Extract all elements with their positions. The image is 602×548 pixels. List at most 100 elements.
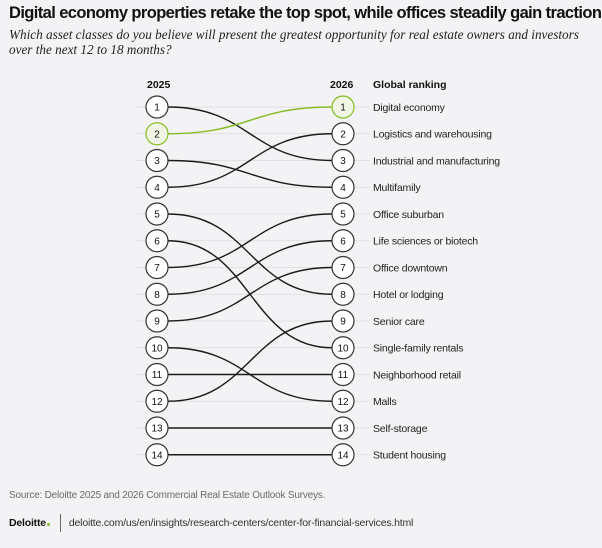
slope-line-hotel-or-lodging	[167, 213, 333, 295]
rank-marker-right-7: 7	[331, 255, 355, 280]
rank-circle	[145, 175, 169, 199]
slope-line-multifamily	[167, 159, 333, 188]
rank-marker-right-6: 6	[331, 229, 355, 253]
rank-circle	[331, 95, 355, 119]
slope-line-senior-care	[167, 320, 333, 402]
rank-circle	[331, 175, 355, 199]
rank-number: 13	[337, 424, 349, 435]
category-label: Multifamily	[373, 182, 421, 194]
rank-number: 1	[154, 103, 160, 114]
rank-marker-right-13: 13	[331, 416, 355, 440]
slope-line-single-family-rentals	[167, 240, 333, 349]
rank-number: 13	[151, 424, 163, 435]
rank-circle	[145, 95, 169, 119]
rank-number: 6	[154, 236, 160, 247]
rank-circle	[331, 202, 355, 226]
rank-number: 2	[154, 129, 160, 140]
rank-number: 10	[337, 343, 349, 354]
rank-marker-right-2: 2	[331, 122, 355, 146]
rank-marker-right-3: 3	[331, 148, 355, 173]
rank-number: 9	[154, 317, 160, 328]
footer-url[interactable]: deloitte.com/us/en/insights/research-cen…	[68, 517, 414, 529]
category-label: Self-storage	[373, 423, 428, 435]
rank-circle	[331, 255, 355, 280]
chart-title: Digital economy properties retake the to…	[9, 4, 602, 22]
logo-dot-icon	[46, 523, 50, 526]
rank-marker-right-9: 9	[331, 309, 355, 333]
rank-circle	[331, 309, 355, 333]
rank-number: 12	[151, 397, 163, 408]
rank-circle	[331, 336, 355, 360]
rank-marker-left-5: 5	[145, 202, 169, 226]
rank-marker-right-8: 8	[331, 282, 355, 306]
rank-number: 4	[154, 183, 160, 194]
rank-marker-right-14: 14	[331, 443, 355, 467]
footer-divider	[59, 514, 61, 532]
rank-marker-left-4: 4	[145, 175, 169, 199]
slope-line-life-sciences-or-biotech	[167, 240, 333, 295]
rank-circle	[145, 229, 169, 253]
left-column-header: 2025	[147, 79, 171, 91]
deloitte-logo: Deloitte	[9, 517, 50, 529]
rank-marker-left-11: 11	[145, 362, 169, 387]
rank-number: 14	[337, 450, 349, 461]
rank-circle	[145, 255, 169, 280]
slope-line-digital-economy	[167, 106, 333, 135]
rank-marker-left-9: 9	[145, 309, 169, 333]
rank-circle	[145, 122, 169, 146]
rank-marker-left-7: 7	[145, 255, 169, 280]
rank-marker-left-1: 1	[145, 95, 169, 119]
rank-circle	[145, 309, 169, 333]
rank-marker-left-2: 2	[145, 122, 169, 146]
rank-marker-left-14: 14	[145, 443, 169, 467]
rank-number: 4	[340, 183, 346, 194]
rank-circle	[331, 148, 355, 173]
rank-number: 11	[152, 370, 163, 381]
rank-number: 7	[340, 263, 346, 274]
rank-number: 10	[151, 343, 163, 354]
category-label: Senior care	[373, 316, 425, 328]
rank-number: 6	[340, 236, 346, 247]
rank-marker-right-4: 4	[331, 175, 355, 199]
rank-circle	[331, 229, 355, 253]
rank-marker-right-5: 5	[331, 202, 355, 226]
rank-circle	[145, 336, 169, 360]
rank-marker-left-10: 10	[145, 336, 169, 360]
rank-circle	[331, 282, 355, 306]
rank-marker-left-3: 3	[145, 148, 169, 173]
category-label: Neighborhood retail	[373, 369, 461, 381]
rank-marker-right-1: 1	[331, 95, 355, 119]
slope-line-industrial-and-manufacturing	[167, 106, 333, 162]
rank-number: 8	[340, 290, 346, 301]
rank-circle	[145, 362, 169, 387]
rank-number: 2	[340, 129, 346, 140]
rank-number: 3	[340, 156, 346, 167]
category-label: Office downtown	[373, 262, 448, 274]
rank-number: 14	[151, 450, 163, 461]
rank-number: 8	[154, 290, 160, 301]
rank-marker-left-6: 6	[145, 229, 169, 253]
rank-circle	[145, 148, 169, 173]
rank-number: 11	[338, 370, 349, 381]
slope-line-office-suburban	[167, 213, 333, 269]
category-label: Hotel or lodging	[373, 289, 444, 301]
rank-circle	[331, 362, 355, 387]
category-label: Single-family rentals	[373, 343, 463, 355]
rank-marker-left-13: 13	[145, 416, 169, 440]
rank-number: 3	[154, 156, 160, 167]
category-label: Malls	[373, 396, 397, 408]
category-label: Logistics and warehousing	[373, 129, 492, 141]
source-note: Source: Deloitte 2025 and 2026 Commercia…	[9, 490, 326, 501]
rank-number: 1	[340, 103, 346, 114]
rank-number: 7	[154, 263, 160, 274]
category-label: Life sciences or biotech	[373, 236, 478, 248]
rank-circle	[331, 416, 355, 440]
footer: Deloitte deloitte.com/us/en/insights/res…	[9, 514, 413, 532]
rank-circle	[145, 416, 169, 440]
category-label: Industrial and manufacturing	[373, 155, 500, 167]
chart-subtitle: Which asset classes do you believe will …	[9, 27, 579, 57]
rank-circle	[331, 122, 355, 146]
rank-marker-left-8: 8	[145, 282, 169, 306]
slope-line-malls	[167, 347, 333, 402]
